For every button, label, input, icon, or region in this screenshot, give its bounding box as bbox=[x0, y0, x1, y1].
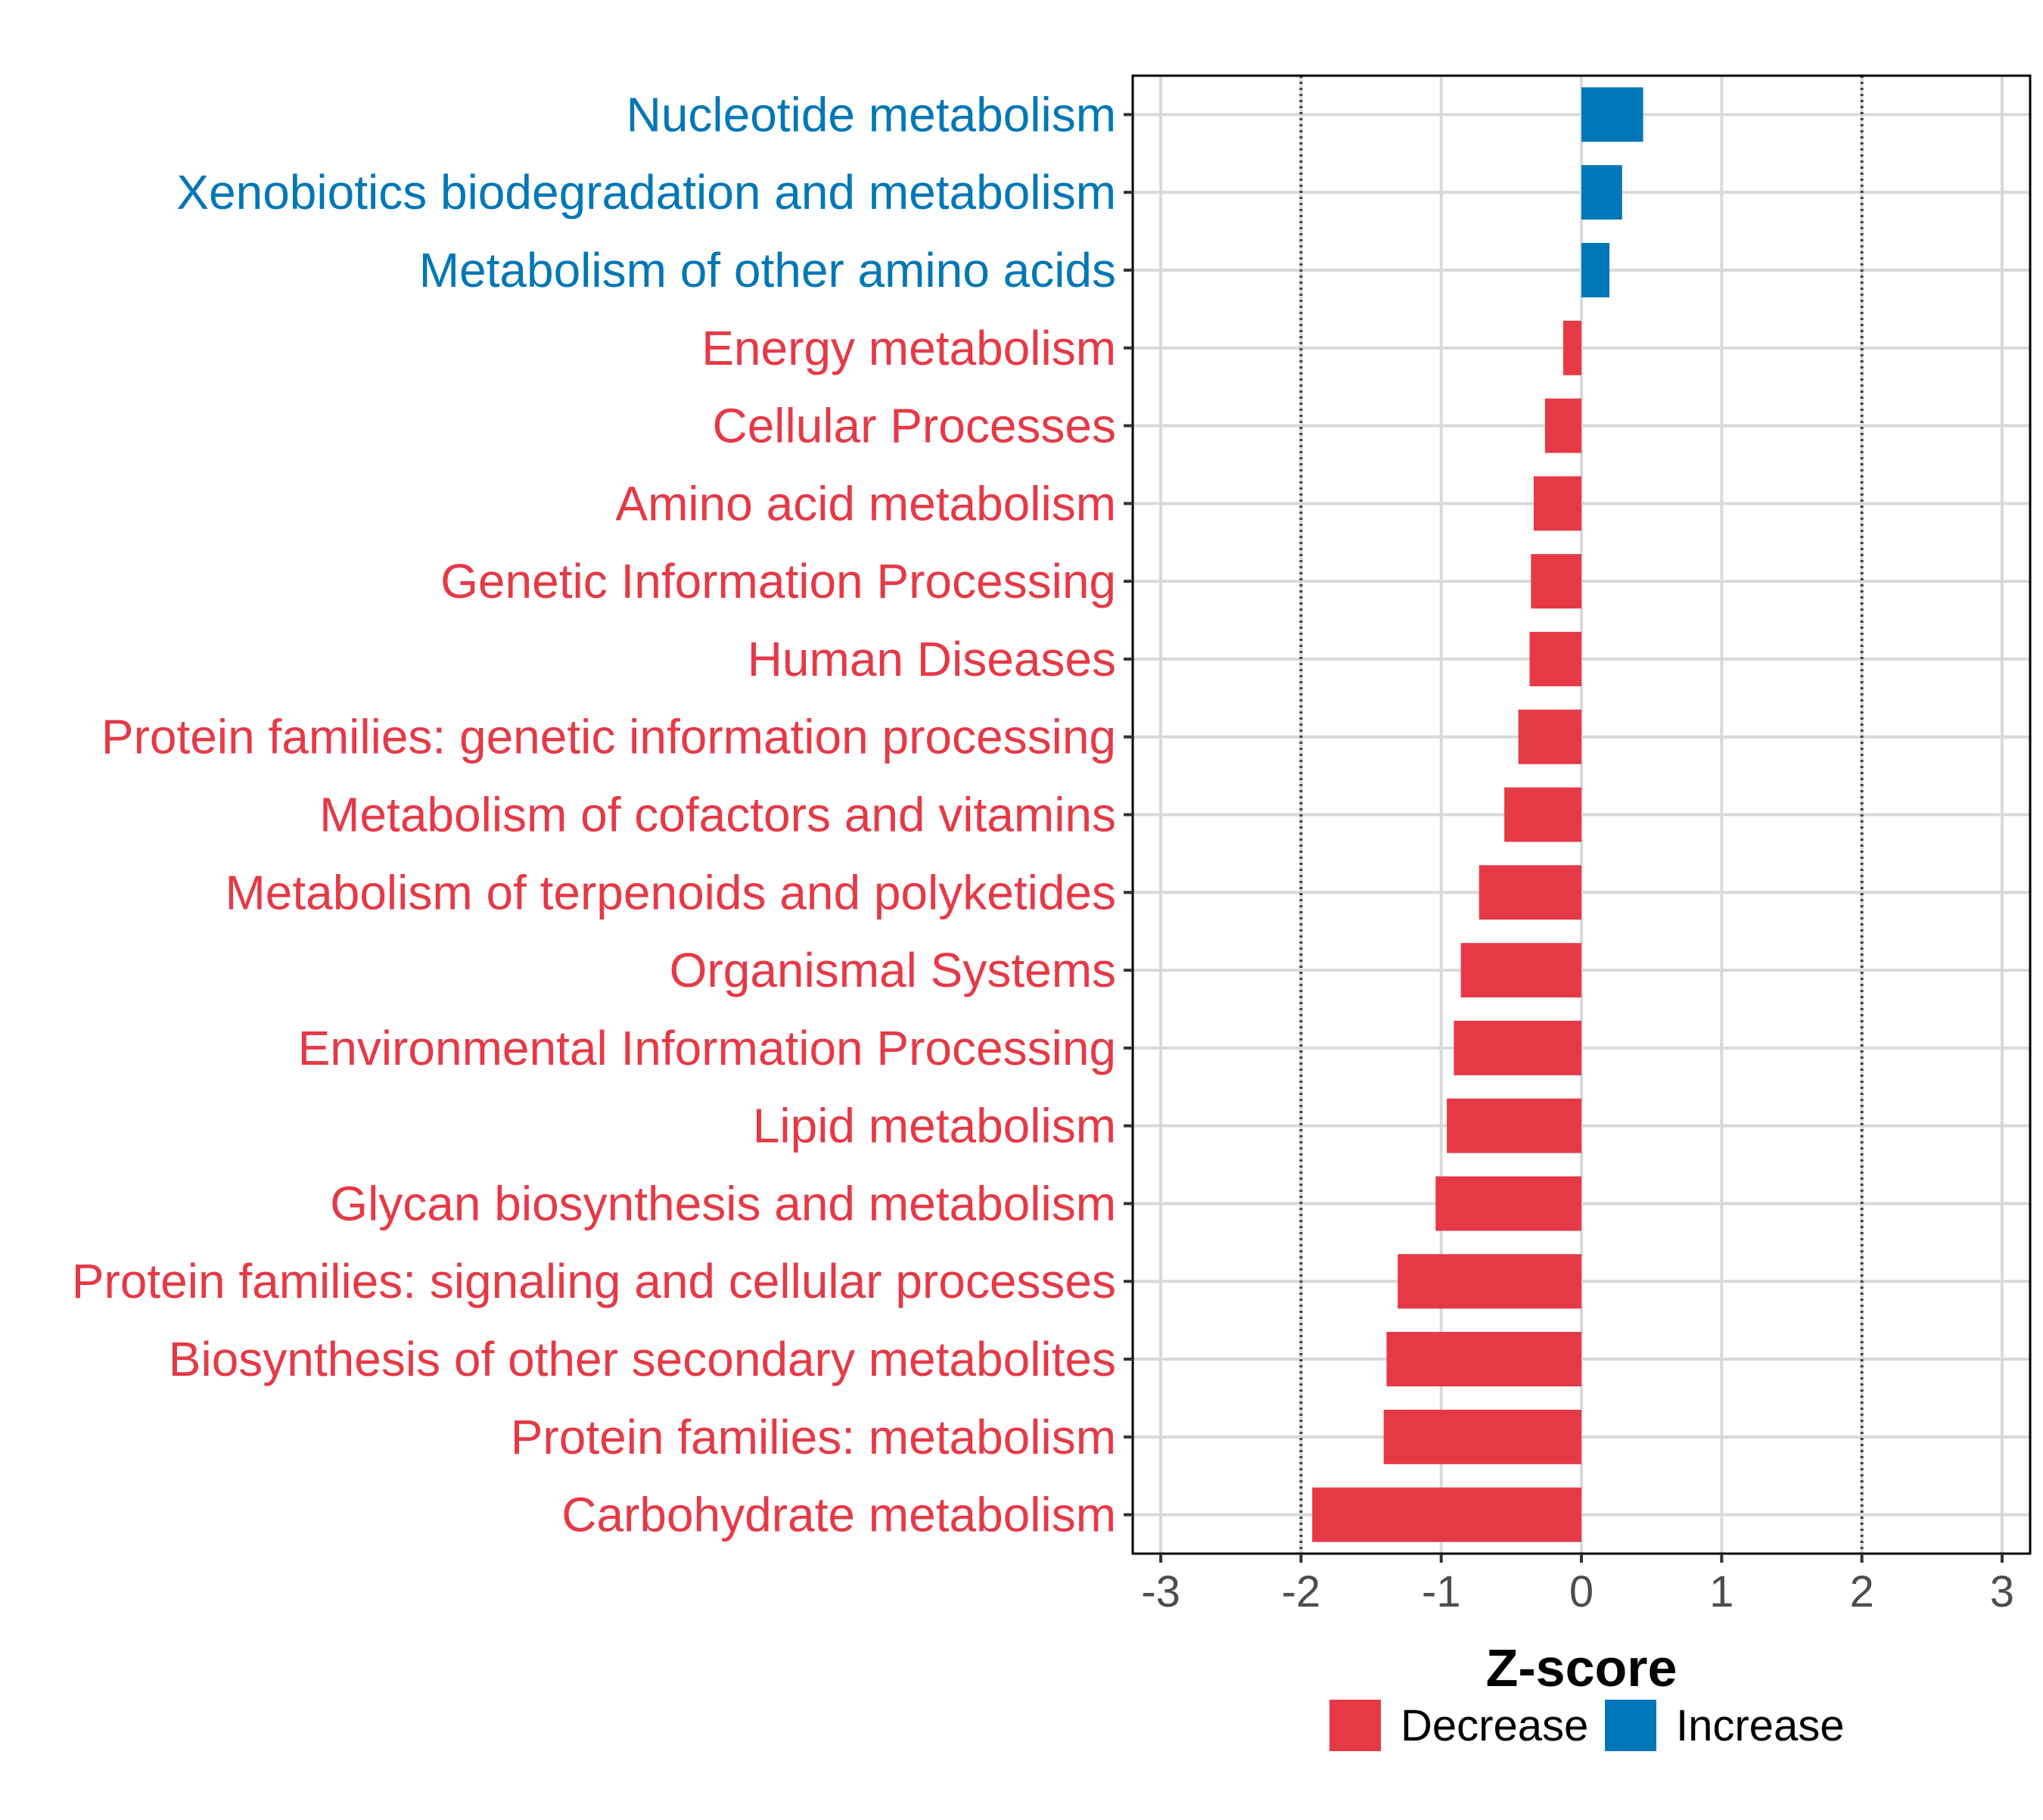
reference-lines bbox=[1299, 76, 1864, 1554]
bar bbox=[1504, 787, 1581, 842]
category-label: Nucleotide metabolism bbox=[627, 87, 1116, 142]
category-label: Biosynthesis of other secondary metaboli… bbox=[169, 1332, 1116, 1386]
category-label: Xenobiotics biodegradation and metabolis… bbox=[176, 165, 1116, 219]
bars bbox=[1312, 87, 1643, 1542]
category-label: Cellular Processes bbox=[712, 399, 1116, 453]
category-label: Metabolism of terpenoids and polyketides bbox=[225, 865, 1116, 919]
category-label: Amino acid metabolism bbox=[615, 476, 1116, 530]
category-label: Protein families: signaling and cellular… bbox=[72, 1254, 1116, 1308]
category-label: Protein families: genetic information pr… bbox=[101, 710, 1116, 764]
category-label: Protein families: metabolism bbox=[511, 1410, 1116, 1464]
category-label: Metabolism of other amino acids bbox=[419, 243, 1116, 297]
bar bbox=[1563, 320, 1581, 375]
legend-label: Decrease bbox=[1401, 1701, 1588, 1750]
bar bbox=[1479, 865, 1581, 920]
bar bbox=[1435, 1176, 1581, 1231]
y-axis: Nucleotide metabolism Xenobiotics biodegr… bbox=[72, 87, 1133, 1542]
category-label: Lipid metabolism bbox=[753, 1099, 1116, 1153]
bar bbox=[1518, 709, 1581, 764]
bar bbox=[1544, 398, 1581, 453]
bar bbox=[1531, 554, 1581, 609]
category-label: Carbohydrate metabolism bbox=[561, 1488, 1116, 1542]
bar bbox=[1383, 1409, 1581, 1464]
category-label: Energy metabolism bbox=[701, 321, 1116, 375]
x-axis-title: Z-score bbox=[1486, 1638, 1678, 1697]
legend: Decrease Increase bbox=[1329, 1700, 1844, 1751]
bar bbox=[1398, 1254, 1581, 1309]
x-tick-label: -1 bbox=[1422, 1567, 1461, 1616]
x-tick-label: 0 bbox=[1569, 1567, 1594, 1616]
x-tick-label: 2 bbox=[1849, 1567, 1874, 1616]
bar bbox=[1529, 631, 1581, 686]
category-label: Glycan biosynthesis and metabolism bbox=[330, 1176, 1116, 1230]
bar bbox=[1312, 1487, 1581, 1542]
x-tick-label: -3 bbox=[1141, 1567, 1180, 1616]
category-label: Organismal Systems bbox=[670, 943, 1116, 997]
legend-swatch bbox=[1329, 1700, 1381, 1751]
category-label: Genetic Information Processing bbox=[440, 554, 1116, 608]
category-label: Human Diseases bbox=[748, 632, 1116, 686]
bar bbox=[1533, 476, 1581, 531]
x-tick-label: 1 bbox=[1709, 1567, 1734, 1616]
bar bbox=[1581, 87, 1643, 142]
x-axis: -3 -2 -1 0 1 2 3 bbox=[1141, 1554, 2014, 1616]
bar bbox=[1447, 1098, 1581, 1153]
bar bbox=[1454, 1020, 1581, 1075]
category-label: Metabolism of cofactors and vitamins bbox=[319, 788, 1116, 842]
bar bbox=[1460, 943, 1581, 998]
category-label: Environmental Information Processing bbox=[298, 1021, 1116, 1075]
x-tick-label: 3 bbox=[1990, 1567, 2014, 1616]
bar bbox=[1581, 242, 1610, 297]
bar bbox=[1581, 165, 1622, 220]
legend-label: Increase bbox=[1676, 1701, 1844, 1750]
x-tick-label: -2 bbox=[1282, 1567, 1321, 1616]
bar bbox=[1386, 1332, 1581, 1387]
legend-swatch bbox=[1605, 1700, 1656, 1751]
